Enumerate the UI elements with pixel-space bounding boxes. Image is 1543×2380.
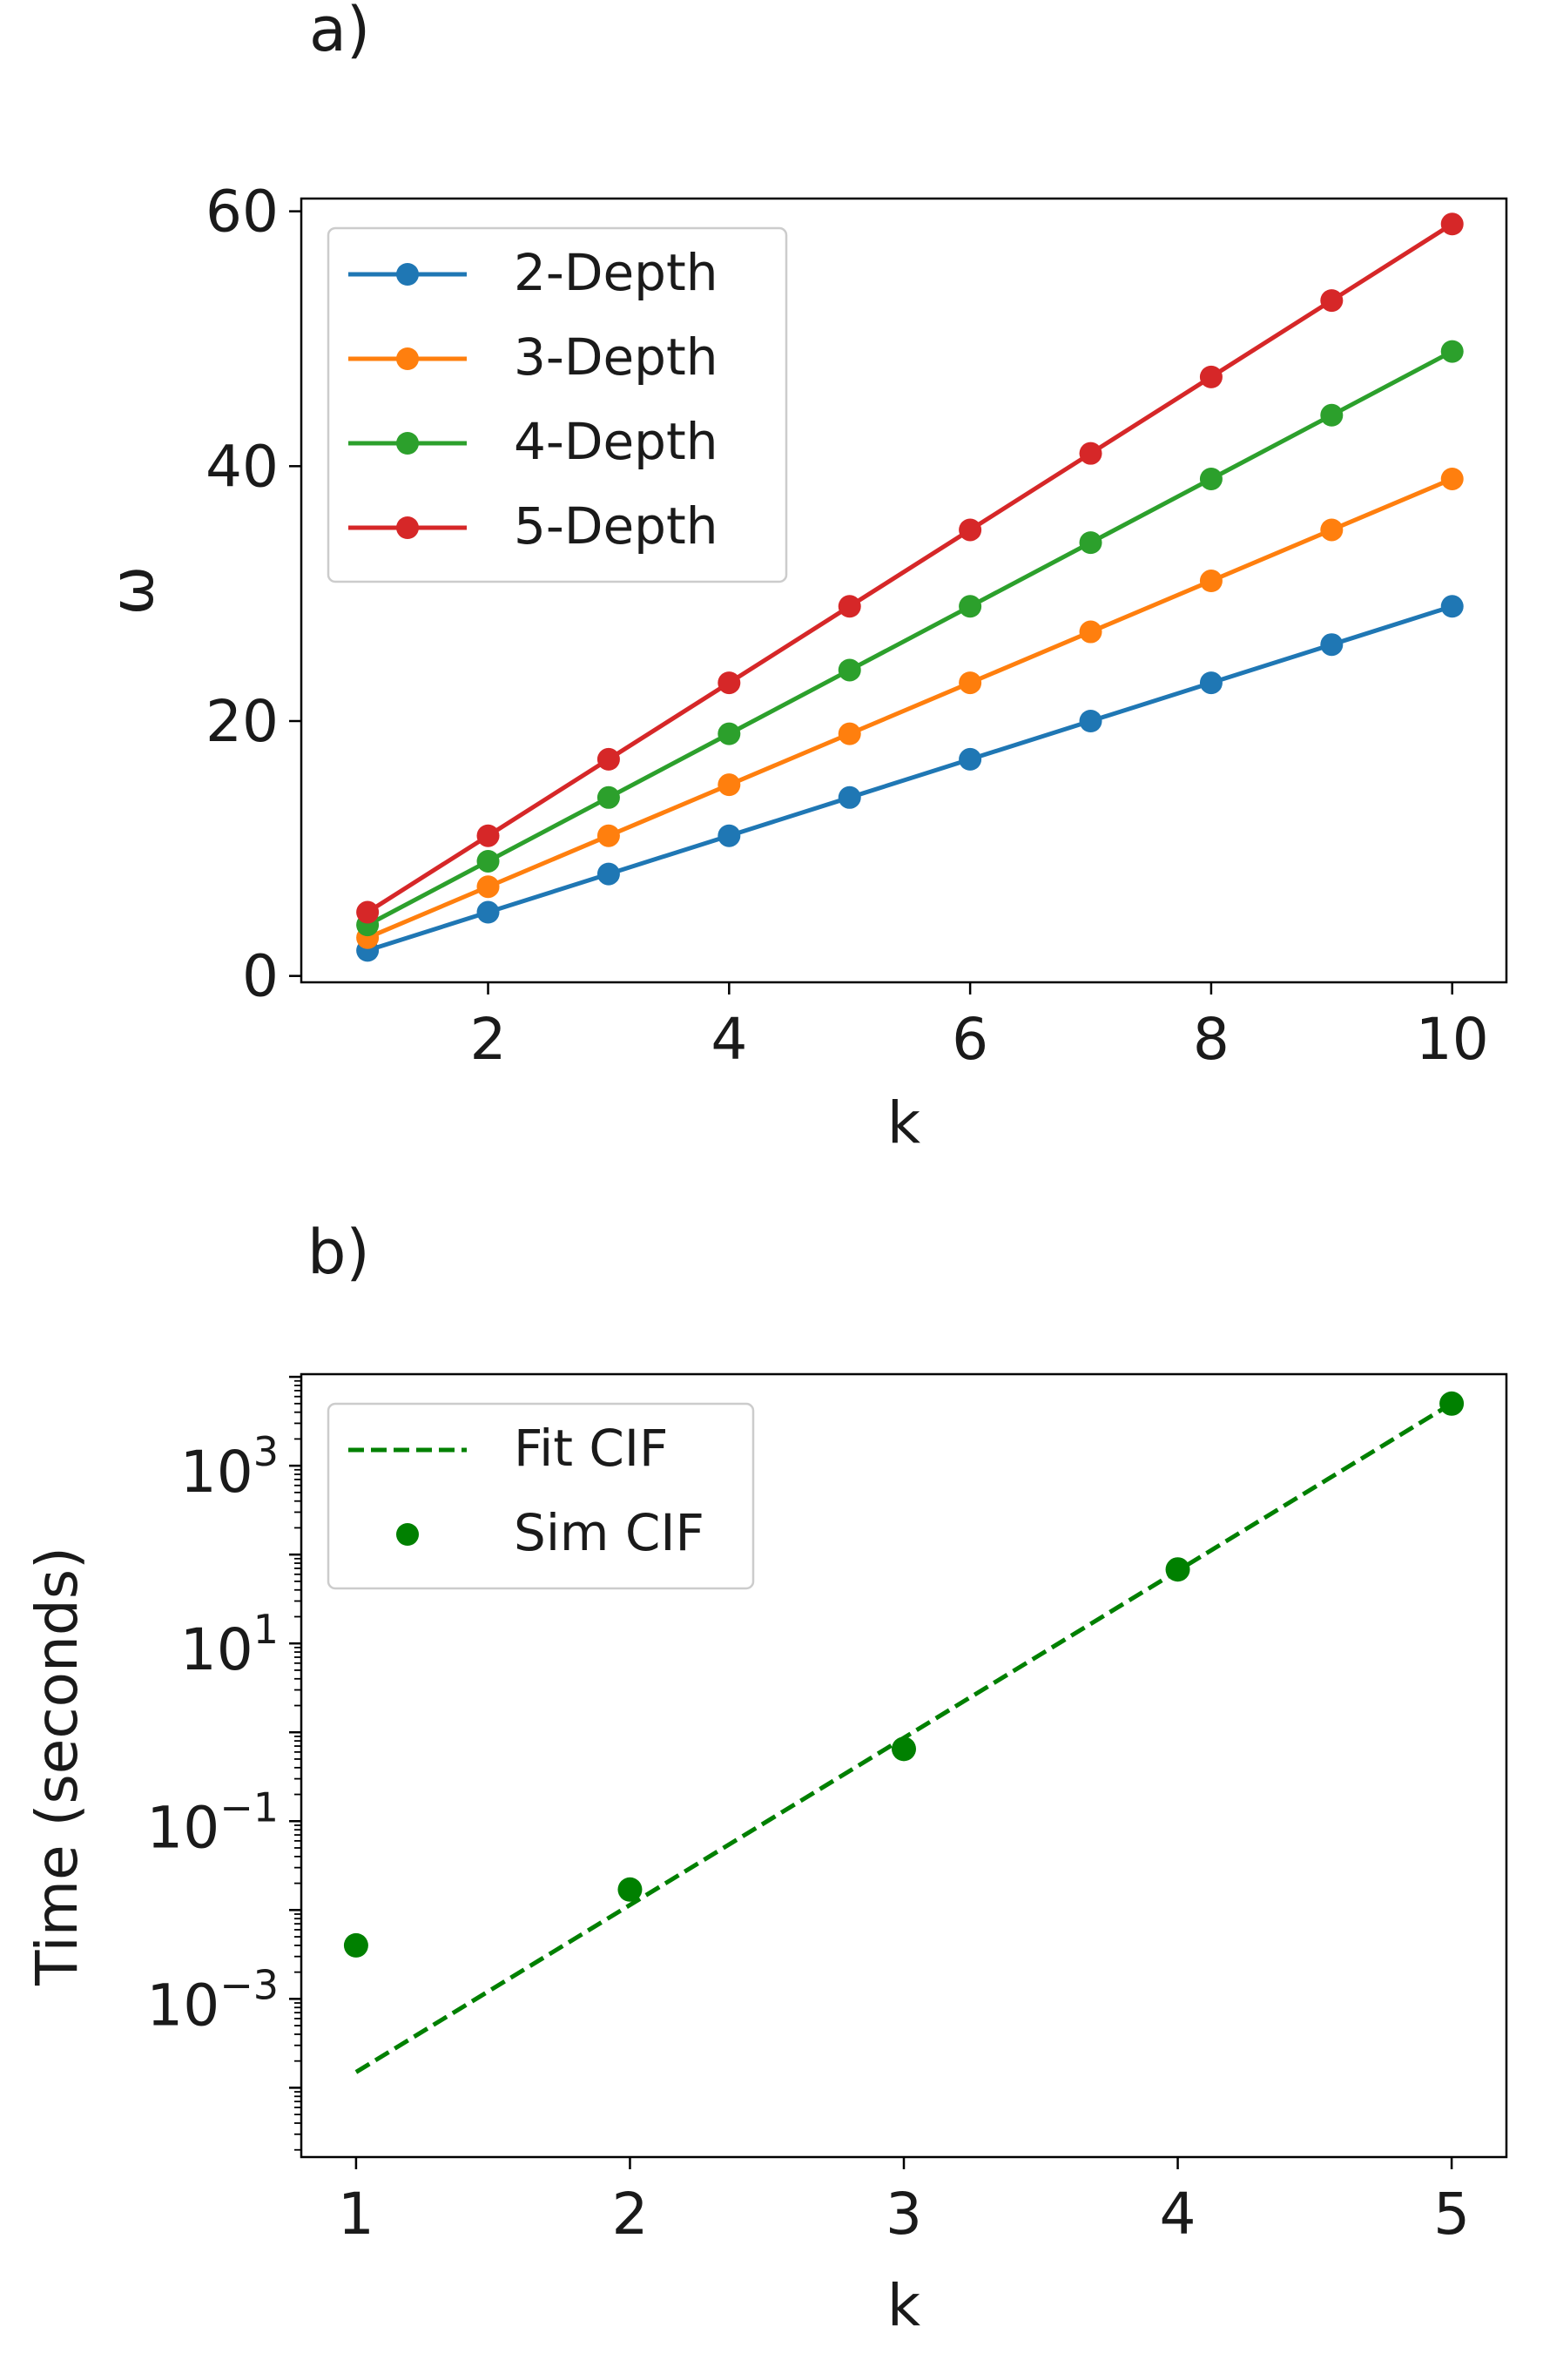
data-point-4-depth (1079, 531, 1102, 555)
data-point-4-depth (596, 785, 620, 809)
panel-a-y-tick-label: 60 (206, 179, 279, 246)
panel-a-axes-frame (300, 197, 1508, 984)
panel-b-y-tick-label: 101 (180, 1606, 279, 1683)
data-point-2-depth (1079, 710, 1102, 732)
legend-marker-3-depth (396, 347, 419, 370)
legend-marker-4-depth (396, 432, 419, 455)
data-point-2-depth (596, 862, 620, 886)
series-line-3-depth (367, 476, 1453, 941)
series-line-5-depth (366, 222, 1454, 914)
panel-a-x-tick-label: 10 (1416, 1006, 1489, 1073)
legend-entry-5-depth: 5-Depth (348, 496, 718, 556)
panel-b-x-tick-label: 2 (611, 2181, 648, 2248)
data-point-2-depth (838, 785, 861, 809)
series-line-2-depth (367, 603, 1453, 953)
panel-b-legend-box (327, 1402, 755, 1590)
legend-entry-fit-cif: Fit CIF (348, 1419, 668, 1478)
data-point-3-depth (718, 773, 741, 797)
panel-a-plot: 2 4 6 8 10 0 20 40 60 (206, 179, 1489, 1073)
legend-marker-sim-cif (396, 1523, 419, 1546)
panel-b-x-tick-label: 4 (1160, 2181, 1196, 2248)
legend-label-5-depth: 5-Depth (514, 496, 718, 556)
data-point-5-depth (1440, 212, 1464, 236)
data-point-3-depth (959, 671, 982, 695)
data-point-3-depth (1440, 467, 1464, 490)
panel-a-y-tick-label: 20 (206, 688, 279, 755)
panel-a-x-tick-label: 2 (470, 1006, 507, 1073)
panel-b-y-tick-label: 10−3 (146, 1961, 279, 2039)
data-point-4-depth (1320, 403, 1344, 427)
data-point-5-depth (356, 900, 380, 924)
data-point-4-depth (1199, 467, 1223, 490)
data-point-3-depth (1199, 570, 1223, 593)
panel-b-x-axis-label: k (887, 2272, 921, 2339)
data-point-2-depth (959, 747, 982, 771)
panel-b-legend: Fit CIF Sim CIF (327, 1402, 755, 1590)
data-point-3-depth (838, 722, 861, 745)
panel-b-y-tick-label: 103 (180, 1428, 279, 1506)
data-point-2-depth (476, 900, 500, 924)
data-point-sim-cif (617, 1877, 643, 1902)
data-point-2-depth (718, 824, 741, 847)
data-point-5-depth (838, 595, 861, 618)
series-line-4-depth (366, 349, 1453, 927)
legend-label-fit-cif: Fit CIF (514, 1419, 668, 1478)
data-point-3-depth (476, 875, 500, 899)
legend-entry-2-depth: 2-Depth (348, 243, 718, 302)
panel-b-y-tick-label: 10−1 (146, 1783, 279, 1861)
data-point-4-depth (718, 722, 741, 745)
legend-entry-4-depth: 4-Depth (348, 412, 718, 471)
data-point-3-depth (1079, 620, 1102, 644)
panel-a-x-tick-label: 8 (1193, 1006, 1230, 1073)
data-point-5-depth (596, 747, 620, 771)
panel-a-label: a) (309, 0, 370, 65)
panel-b-y-axis-label: Time (seconds) (24, 1547, 91, 1986)
data-point-5-depth (1199, 365, 1223, 388)
data-point-sim-cif (1439, 1391, 1465, 1416)
panel-b-axes-frame (300, 1372, 1508, 2159)
panel-a-legend-box (327, 226, 788, 583)
data-point-sim-cif (1165, 1557, 1190, 1582)
legend-label-4-depth: 4-Depth (514, 412, 718, 471)
panel-a-x-tick-label: 4 (711, 1006, 747, 1073)
panel-a-x-axis-label: k (887, 1089, 921, 1156)
legend-label-sim-cif: Sim CIF (514, 1503, 704, 1562)
panel-a: a) 2 4 6 8 10 0 20 40 60 k ω 2-Depth 3-Depth 4-D… (98, 0, 1508, 1156)
data-point-sim-cif (343, 1932, 368, 1958)
data-point-5-depth (959, 518, 982, 542)
panel-a-x-tick-label: 6 (952, 1006, 988, 1073)
legend-entry-3-depth: 3-Depth (348, 327, 718, 387)
panel-a-y-tick-label: 40 (206, 433, 279, 500)
data-point-4-depth (959, 595, 982, 618)
data-point-sim-cif (892, 1736, 916, 1762)
data-point-3-depth (1320, 518, 1344, 542)
data-point-5-depth (1320, 289, 1344, 313)
panel-a-legend: 2-Depth 3-Depth 4-Depth 5-Depth (327, 226, 788, 583)
legend-entry-sim-cif: Sim CIF (396, 1503, 704, 1562)
data-point-2-depth (1199, 671, 1223, 695)
panel-a-y-axis-label: ω (98, 566, 167, 616)
legend-label-2-depth: 2-Depth (514, 243, 718, 302)
panel-b-x-tick-label: 5 (1433, 2181, 1470, 2248)
data-point-5-depth (476, 824, 500, 847)
data-point-3-depth (596, 824, 620, 847)
legend-marker-2-depth (396, 263, 419, 286)
data-point-5-depth (718, 671, 741, 695)
data-point-4-depth (838, 658, 861, 682)
data-point-2-depth (1440, 595, 1464, 618)
panel-b-x-tick-label: 3 (886, 2181, 922, 2248)
data-point-4-depth (1440, 340, 1464, 363)
legend-marker-5-depth (396, 516, 419, 539)
panel-b-label: b) (307, 1217, 370, 1288)
data-point-5-depth (1079, 442, 1102, 465)
data-point-4-depth (476, 849, 500, 873)
panel-b-plot: 1 2 3 4 5 10−3 10−1 101 103 (146, 1375, 1470, 2248)
data-point-2-depth (1320, 633, 1344, 657)
panel-b-x-tick-label: 1 (338, 2181, 374, 2248)
legend-label-3-depth: 3-Depth (514, 327, 718, 387)
panel-a-y-tick-label: 0 (242, 943, 279, 1010)
